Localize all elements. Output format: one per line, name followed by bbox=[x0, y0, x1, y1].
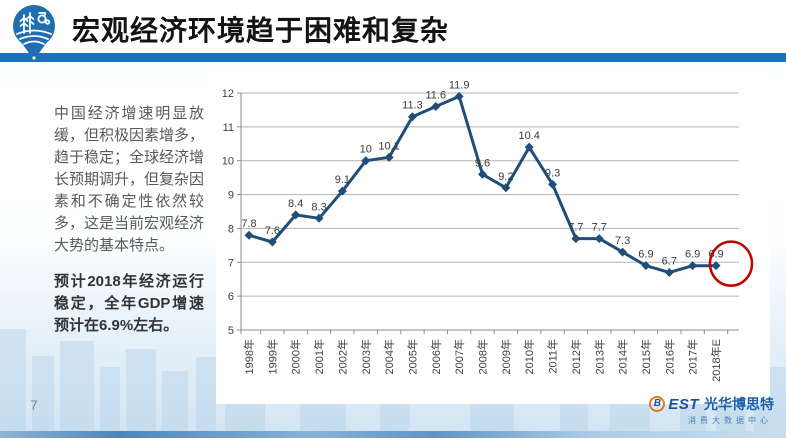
data-point-marker bbox=[478, 169, 487, 179]
x-tick-label: 2001年 bbox=[312, 339, 326, 374]
brand-subtitle: 消费大数据中心 bbox=[688, 416, 772, 425]
brand-footer: B EST 光华博思特 消费大数据中心 bbox=[649, 396, 774, 426]
data-value-label: 11.3 bbox=[402, 100, 423, 112]
data-point-marker bbox=[664, 267, 674, 277]
x-tick-label: 2014年 bbox=[616, 339, 630, 374]
x-tick-label: 2009年 bbox=[499, 339, 513, 374]
commentary-panel: 中国经济增速明显放缓，但积极因素增多，趋于稳定；全球经济增长预期调升，但复杂因素… bbox=[54, 103, 204, 337]
x-tick-label: 2007年 bbox=[452, 339, 466, 374]
data-value-label: 11.9 bbox=[449, 79, 470, 91]
x-tick-label: 2002年 bbox=[335, 339, 349, 374]
data-point-marker bbox=[548, 179, 558, 189]
brand-row: B EST 光华博思特 bbox=[649, 396, 774, 412]
best-logo-icon: B bbox=[649, 396, 666, 412]
x-tick-label: 2016年 bbox=[662, 339, 676, 374]
data-point-marker bbox=[291, 210, 301, 220]
data-value-label: 9.2 bbox=[498, 171, 513, 183]
data-point-marker bbox=[454, 91, 464, 101]
data-value-label: 7.8 bbox=[241, 218, 256, 230]
x-tick-label: 2006年 bbox=[429, 339, 443, 374]
data-point-marker bbox=[524, 142, 534, 152]
gdp-line-chart: 5 6 7 8 9 10 11 12 7.8 7.6 8.4 8.3 9.1 10 10.1 11.311.6… bbox=[222, 79, 754, 382]
bottom-accent-bar bbox=[0, 431, 786, 438]
data-value-label: 7.6 bbox=[265, 225, 280, 237]
brand-name-cn: 光华博思特 bbox=[704, 396, 774, 412]
data-value-label: 10.1 bbox=[378, 140, 399, 152]
x-tick-label: 1998年 bbox=[242, 339, 256, 374]
data-value-label: 8.4 bbox=[288, 198, 303, 210]
y-tick-label: 12 bbox=[222, 88, 234, 100]
data-point-marker bbox=[594, 234, 604, 244]
data-point-marker bbox=[431, 102, 441, 112]
data-point-marker bbox=[314, 213, 324, 223]
x-tick-label: 2005年 bbox=[405, 339, 419, 374]
data-value-label: 9.3 bbox=[545, 167, 560, 179]
y-tick-label: 5 bbox=[228, 325, 234, 337]
data-value-label: 9.1 bbox=[335, 174, 350, 186]
data-point-marker bbox=[337, 186, 347, 196]
data-point-marker bbox=[361, 156, 371, 166]
data-value-label: 7.7 bbox=[592, 222, 607, 234]
x-tick-label: 2011年 bbox=[546, 339, 560, 374]
data-value-label: 8.3 bbox=[311, 201, 326, 213]
data-value-label: 10 bbox=[360, 144, 372, 156]
page-number: 7 bbox=[30, 397, 38, 413]
x-tick-label: 2017年 bbox=[686, 339, 700, 374]
data-value-label: 6.9 bbox=[685, 249, 700, 261]
x-tick-label: 2004年 bbox=[382, 339, 396, 374]
data-point-marker bbox=[618, 247, 628, 257]
data-point-marker bbox=[384, 152, 394, 162]
forecast-paragraph: 预计2018年经济运行稳定，全年GDP增速预计在6.9%左右。 bbox=[54, 273, 204, 334]
gdp-chart-panel: 5 6 7 8 9 10 11 12 7.8 7.6 8.4 8.3 9.1 10 10.1 11.3 11.6… bbox=[216, 78, 770, 404]
data-point-marker bbox=[267, 237, 277, 247]
y-tick-label: 8 bbox=[228, 223, 234, 235]
data-point-marker bbox=[501, 183, 511, 193]
x-tick-label: 2018年E bbox=[709, 339, 723, 382]
data-point-marker bbox=[571, 234, 581, 244]
y-tick-label: 6 bbox=[228, 291, 234, 303]
y-tick-label: 7 bbox=[228, 257, 234, 269]
y-tick-label: 11 bbox=[223, 122, 234, 134]
commentary-paragraph: 中国经济增速明显放缓，但积极因素增多，趋于稳定；全球经济增长预期调升，但复杂因素… bbox=[54, 105, 205, 254]
y-tick-label: 9 bbox=[228, 190, 234, 202]
trend-line bbox=[247, 94, 718, 274]
data-value-label: 6.9 bbox=[638, 249, 653, 261]
x-tick-label: 2012年 bbox=[569, 339, 583, 374]
data-value-label: 7.7 bbox=[568, 222, 583, 234]
agriculture-logo-icon bbox=[10, 3, 58, 63]
data-value-label: 6.7 bbox=[662, 255, 677, 267]
x-tick-label: 2010年 bbox=[522, 339, 536, 374]
brand-name-en: EST bbox=[668, 395, 699, 413]
data-value-label: 9.6 bbox=[475, 157, 490, 169]
data-value-label: 7.3 bbox=[615, 235, 630, 247]
x-tick-label: 2000年 bbox=[289, 339, 303, 374]
data-value-label: 11.6 bbox=[426, 90, 447, 102]
x-tick-label: 2013年 bbox=[592, 339, 606, 374]
data-point-marker bbox=[641, 261, 651, 271]
data-point-marker bbox=[688, 261, 698, 271]
y-tick-label: 10 bbox=[222, 156, 234, 168]
data-point-marker bbox=[244, 230, 254, 240]
background-cityscape bbox=[0, 329, 786, 431]
header-accent-bar bbox=[0, 53, 786, 62]
data-point-marker bbox=[711, 261, 721, 271]
x-tick-label: 1999年 bbox=[265, 339, 279, 374]
data-point-marker bbox=[407, 112, 417, 122]
highlight-circle bbox=[708, 240, 754, 287]
header: 宏观经济环境趋于困难和复杂 bbox=[0, 0, 786, 53]
x-tick-label: 2003年 bbox=[359, 339, 373, 374]
x-tick-label: 2008年 bbox=[476, 339, 490, 374]
data-value-label: 10.4 bbox=[518, 130, 539, 142]
slide-title: 宏观经济环境趋于困难和复杂 bbox=[72, 15, 450, 46]
x-tick-label: 2015年 bbox=[639, 339, 653, 374]
